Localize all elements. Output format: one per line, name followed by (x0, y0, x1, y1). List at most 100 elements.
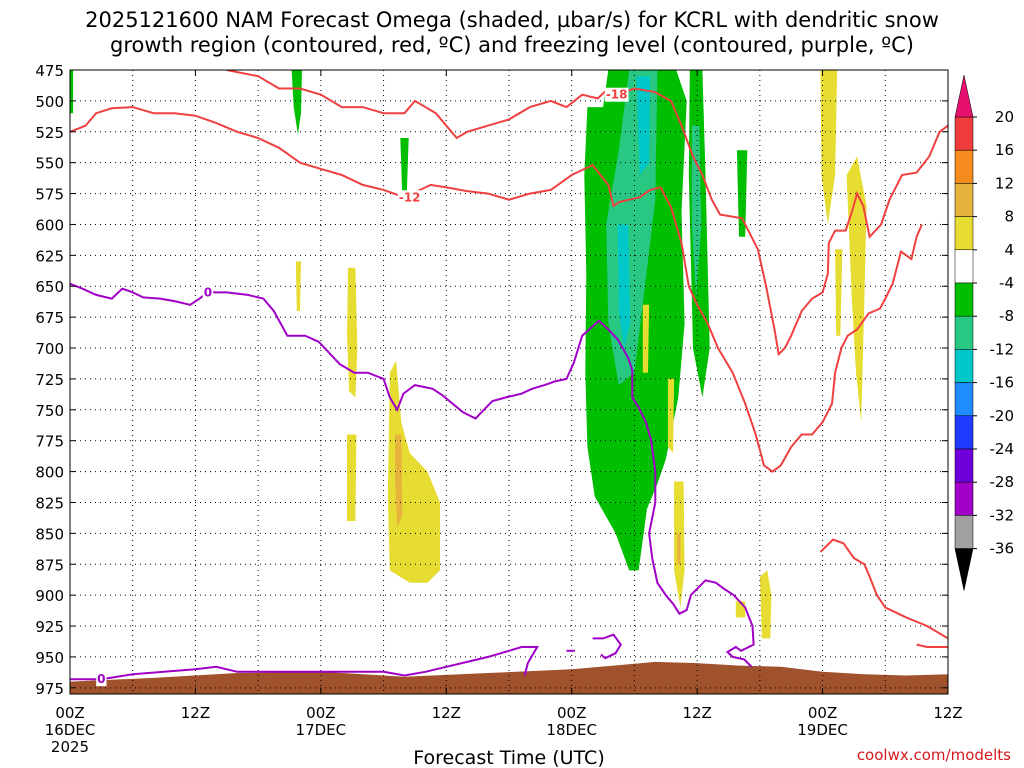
omega-region-13 (347, 434, 357, 521)
omega-region-12 (347, 267, 358, 398)
x-tick-label-24: 00Z (306, 704, 335, 722)
omega-region-23 (395, 434, 403, 528)
freezing-line-0 (70, 282, 755, 668)
chart-title-line-2: growth region (contoured, red, ºC) and f… (110, 33, 914, 57)
y-tick-label-550: 550 (35, 155, 64, 173)
colorbar-label-7: -12 (990, 340, 1015, 358)
x-tick-label-84: 12Z (933, 704, 962, 722)
y-tick-label-800: 800 (35, 464, 64, 482)
omega-region-14 (387, 360, 440, 583)
omega-region-24 (677, 533, 681, 565)
omega-region-2 (400, 138, 409, 200)
freezing-label-0-bg (202, 285, 214, 300)
colorbar-segment-7 (954, 349, 974, 383)
dendritic-isotherms (70, 70, 948, 648)
y-tick-label-575: 575 (35, 186, 64, 204)
x-axis-title: Forecast Time (UTC) (413, 747, 604, 768)
omega-region-11 (295, 261, 301, 311)
omega-region-16 (667, 378, 675, 453)
terrain-area (70, 661, 948, 694)
isotherm-0 (226, 70, 948, 357)
colorbar-segment-10 (954, 448, 974, 483)
omega-region-22 (835, 249, 843, 336)
colorbar-segment-6 (954, 315, 974, 350)
y-axis: 475 500 525 550 575 600 625 650 675 700 725 750 775 8… (35, 62, 948, 698)
colorbar-label-6: -8 (999, 307, 1014, 325)
colorbar-segment-5 (954, 282, 974, 317)
freezing-label-1-bg (96, 672, 107, 687)
colorbar-label-12: -32 (990, 506, 1015, 524)
y-tick-label-700: 700 (35, 340, 64, 358)
isotherm-label-0-bg (604, 87, 629, 102)
freezing-label-1: 0 (97, 672, 105, 686)
freezing-label-0: 0 (204, 285, 212, 299)
y-tick-label-925: 925 (35, 618, 64, 636)
colorbar-label-1: 16 (995, 141, 1014, 159)
y-tick-label-500: 500 (35, 93, 64, 111)
y-tick-label-775: 775 (35, 433, 64, 451)
x-tick-year-0: 2025 (51, 738, 89, 756)
x-tick-label-48: 00Z (557, 704, 586, 722)
omega-region-20 (820, 70, 838, 225)
colorbar-label-5: -4 (999, 274, 1014, 292)
freezing-level-contours (70, 282, 755, 681)
y-tick-label-825: 825 (35, 494, 64, 512)
colorbar-segment-8 (954, 382, 974, 417)
y-tick-label-650: 650 (35, 278, 64, 296)
colorbar-label-3: 8 (1004, 208, 1014, 226)
y-tick-label-875: 875 (35, 556, 64, 574)
y-tick-label-725: 725 (35, 371, 64, 389)
x-tick-label-60: 12Z (682, 704, 711, 722)
y-tick-label-975: 975 (35, 680, 64, 698)
colorbar-segment-2 (954, 183, 974, 217)
colorbar-label-4: 4 (1004, 241, 1014, 259)
colorbar-label-0: 20 (995, 108, 1014, 126)
y-tick-label-850: 850 (35, 525, 64, 543)
x-tick-date-24: 17DEC (296, 721, 347, 739)
colorbar-segment-1 (954, 149, 974, 184)
isotherm-label-1-bg (397, 190, 422, 205)
isotherm-label-0: -18 (606, 88, 628, 102)
colorbar-bottom-arrow (954, 548, 974, 591)
y-tick-label-525: 525 (35, 124, 64, 142)
colorbar-label-8: -16 (990, 374, 1015, 392)
colorbar-segment-4 (954, 249, 974, 284)
plot-frame (69, 69, 949, 695)
colorbar: 20 16 12 8 4 -4 -8 -12 -16 -20 -24 -28 -32 -36 (954, 74, 1015, 591)
isotherm-label-1: -12 (399, 190, 421, 204)
x-tick-date-48: 18DEC (546, 721, 597, 739)
y-tick-label-900: 900 (35, 587, 64, 605)
colorbar-segment-12 (954, 515, 974, 549)
contour-labels: -18 -12 0 0 (96, 87, 629, 687)
colorbar-label-2: 12 (995, 174, 1014, 192)
gridlines (70, 70, 948, 694)
omega-region-21 (846, 156, 867, 423)
colorbar-segment-0 (954, 116, 974, 151)
colorbar-segment-11 (954, 481, 974, 516)
omega-region-15 (642, 304, 650, 373)
omega-region-6 (736, 150, 748, 237)
colorbar-top-arrow (954, 74, 974, 118)
colorbar-segment-3 (954, 216, 974, 251)
isotherm-3 (916, 643, 948, 648)
credit-text: coolwx.com/modelts (857, 746, 1011, 764)
y-tick-label-625: 625 (35, 247, 64, 265)
colorbar-label-13: -36 (990, 540, 1015, 558)
isotherm-2 (819, 538, 948, 640)
y-tick-label-600: 600 (35, 216, 64, 234)
omega-region-4 (650, 286, 661, 460)
x-tick-label-12: 12Z (181, 704, 210, 722)
omega-region-0 (70, 70, 74, 114)
y-tick-label-950: 950 (35, 649, 64, 667)
omega-region-9 (636, 76, 651, 175)
x-tick-label-0: 00Z (55, 704, 84, 722)
colorbar-label-9: -20 (990, 407, 1015, 425)
colorbar-label-10: -24 (990, 440, 1015, 458)
x-tick-date-72: 19DEC (797, 721, 848, 739)
omega-region-19 (759, 570, 772, 639)
y-tick-label-675: 675 (35, 309, 64, 327)
colorbar-segment-9 (954, 415, 974, 450)
colorbar-label-11: -28 (990, 473, 1015, 491)
chart-title-line-1: 2025121600 NAM Forecast Omega (shaded, µ… (85, 8, 939, 32)
